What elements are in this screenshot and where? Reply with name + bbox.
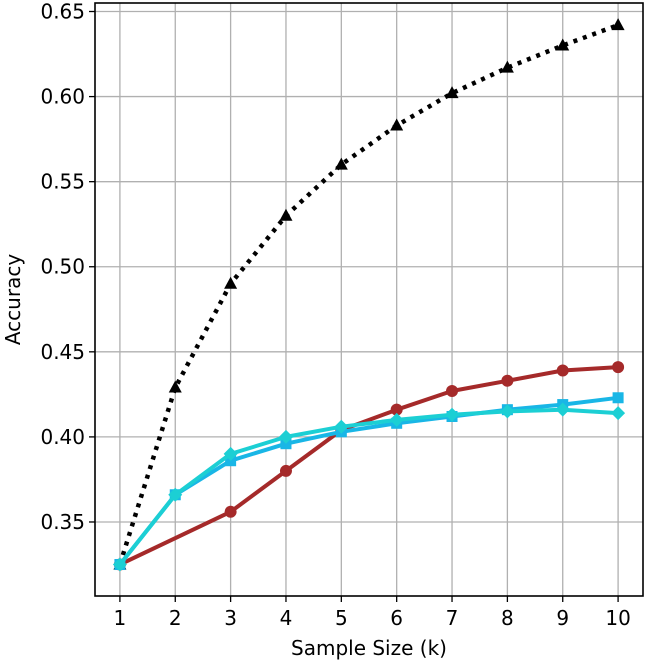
data-point — [612, 361, 625, 374]
y-axis-label: Accuracy — [1, 254, 25, 345]
series-circle — [113, 361, 625, 571]
series-line — [119, 365, 619, 567]
data-point — [445, 86, 459, 99]
ticks: 1 2 3 4 5 6 7 8 9 10 0.35 0.40 0.45 0.50 0.55 0.60 0.65 — [40, 0, 630, 630]
x-tick-label: 9 — [556, 606, 569, 630]
series-line — [118, 395, 619, 566]
data-point — [390, 118, 404, 131]
data-point — [555, 402, 570, 417]
data-point — [112, 557, 127, 572]
data-point — [390, 403, 403, 416]
y-tick-label: 0.60 — [40, 85, 85, 109]
y-tick-label: 0.65 — [40, 0, 85, 24]
series-layer — [112, 18, 626, 572]
data-point — [224, 276, 238, 289]
x-tick-label: 10 — [605, 606, 630, 630]
data-point — [389, 412, 404, 427]
x-tick-label: 5 — [335, 606, 348, 630]
data-point — [168, 380, 182, 393]
y-tick-label: 0.40 — [40, 425, 85, 449]
data-point — [611, 18, 625, 31]
x-tick-label: 8 — [501, 606, 514, 630]
series-diamond — [112, 402, 626, 572]
data-point — [556, 364, 569, 377]
x-tick-label: 2 — [169, 606, 182, 630]
data-point — [611, 406, 626, 421]
data-point — [278, 429, 293, 444]
data-point — [500, 60, 514, 73]
data-point — [556, 38, 570, 51]
data-point — [279, 464, 292, 477]
y-tick-label: 0.55 — [40, 170, 85, 194]
x-tick-label: 3 — [224, 606, 237, 630]
y-tick-label: 0.35 — [40, 510, 85, 534]
grid — [95, 3, 643, 596]
data-point — [223, 446, 238, 461]
data-point — [224, 505, 237, 518]
x-tick-label: 4 — [280, 606, 293, 630]
data-point — [334, 419, 349, 434]
x-tick-label: 7 — [446, 606, 459, 630]
y-tick-label: 0.45 — [40, 340, 85, 364]
data-point — [500, 404, 515, 419]
x-tick-label: 1 — [114, 606, 127, 630]
data-point — [501, 374, 514, 387]
x-tick-label: 6 — [390, 606, 403, 630]
data-point — [445, 407, 460, 422]
data-point — [612, 392, 624, 404]
y-tick-label: 0.50 — [40, 255, 85, 279]
plot-frame — [94, 2, 644, 597]
x-axis-label: Sample Size (k) — [291, 636, 447, 660]
data-point — [446, 384, 459, 397]
data-point — [279, 208, 293, 221]
series-line — [118, 407, 619, 566]
data-point — [168, 487, 183, 502]
data-point — [334, 157, 348, 170]
